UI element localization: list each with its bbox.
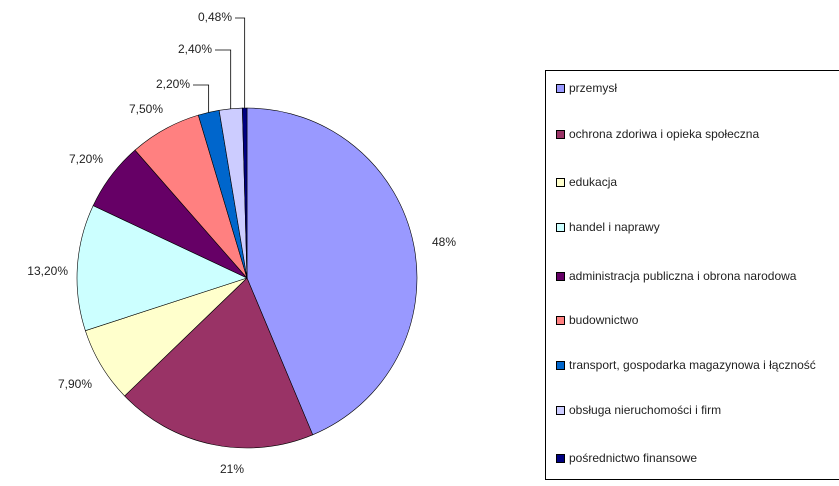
legend-swatch [556, 84, 565, 93]
legend-label: budownictwo [569, 313, 639, 327]
legend-swatch [556, 406, 565, 415]
legend-item: handel i naprawy [556, 220, 838, 235]
data-label: 0,48% [198, 10, 232, 24]
legend-item: pośrednictwo finansowe [556, 451, 838, 466]
legend-item: obsługa nieruchomości i firm [556, 403, 838, 418]
data-label: 7,50% [129, 102, 163, 116]
legend-label: handel i naprawy [569, 220, 660, 234]
legend-swatch [556, 361, 565, 370]
pie-slice [76, 205, 248, 332]
legend-swatch [556, 178, 565, 187]
legend-item: ochrona zdoriwa i opieka społeczna [556, 127, 838, 142]
data-label: 2,20% [156, 77, 190, 91]
legend-item: przemysł [556, 81, 838, 96]
legend-swatch [556, 316, 565, 325]
data-label: 21% [220, 462, 244, 476]
legend-item: administracja publiczna i obrona narodow… [556, 269, 838, 284]
legend-label: przemysł [569, 81, 618, 95]
legend-label: administracja publiczna i obrona narodow… [569, 269, 797, 283]
data-label: 7,20% [69, 152, 103, 166]
legend: przemysł ochrona zdoriwa i opieka społecz… [545, 70, 839, 480]
legend-label: pośrednictwo finansowe [569, 451, 698, 465]
pie-slice [246, 107, 418, 436]
legend-label: ochrona zdoriwa i opieka społeczna [569, 127, 760, 141]
legend-item: budownictwo [556, 313, 838, 328]
legend-item: transport, gospodarka magazynowa i łączn… [556, 358, 838, 373]
data-label: 48% [432, 235, 456, 249]
legend-label: obsługa nieruchomości i firm [569, 403, 722, 417]
legend-swatch [556, 223, 565, 232]
legend-label: transport, gospodarka magazynowa i łączn… [569, 358, 816, 372]
leader-line [235, 17, 246, 109]
pie-slice [124, 277, 314, 449]
data-label: 7,90% [58, 377, 92, 391]
leader-line [215, 49, 232, 109]
legend-label: edukacja [569, 175, 618, 189]
data-label: 2,40% [178, 42, 212, 56]
leader-line [193, 84, 210, 113]
legend-swatch [556, 454, 565, 463]
data-label: 13,20% [27, 264, 68, 278]
legend-item: edukacja [556, 175, 838, 190]
legend-swatch [556, 130, 565, 139]
legend-swatch [556, 272, 565, 281]
